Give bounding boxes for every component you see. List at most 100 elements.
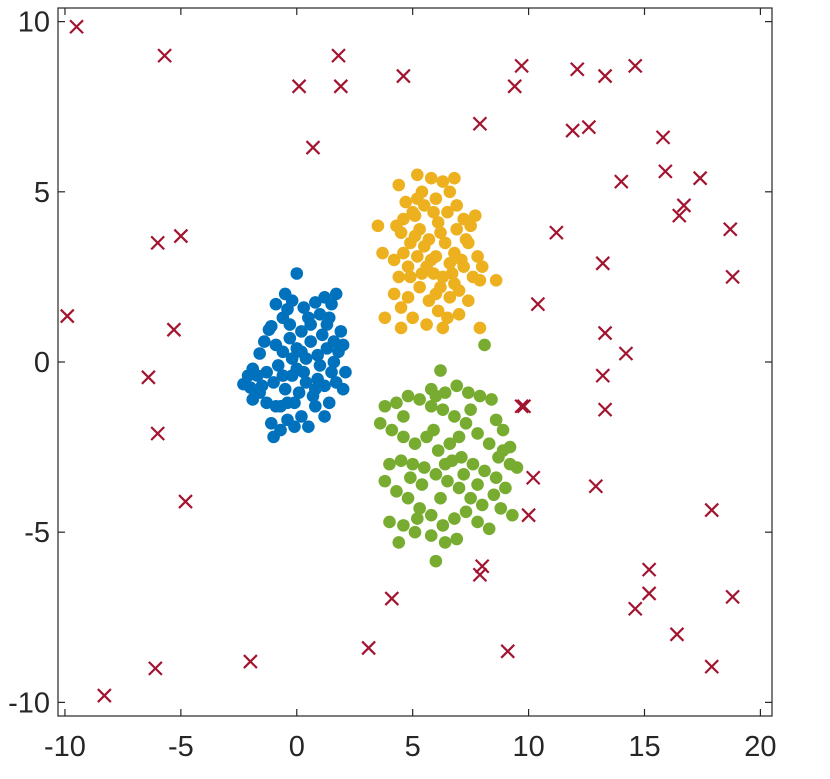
data-point — [473, 321, 487, 335]
data-point-x — [472, 567, 488, 583]
data-point — [466, 457, 480, 471]
data-point-x — [305, 140, 321, 155]
data-point — [489, 274, 503, 287]
data-point — [452, 481, 466, 495]
data-point-x — [614, 174, 629, 189]
data-point — [443, 437, 457, 450]
data-point — [304, 318, 317, 331]
data-point-x — [150, 426, 165, 441]
data-point — [329, 287, 343, 301]
data-point — [431, 444, 445, 457]
data-point-x — [166, 322, 182, 337]
data-point — [253, 347, 266, 360]
data-point-x — [597, 325, 613, 341]
data-point — [267, 430, 280, 444]
data-point — [390, 396, 403, 410]
y-tick-label: 10 — [18, 7, 50, 39]
data-point — [394, 454, 408, 468]
data-point — [448, 171, 461, 185]
data-point — [390, 219, 403, 233]
data-point — [420, 318, 433, 331]
axis-ticks — [58, 8, 772, 716]
data-point — [397, 410, 410, 423]
x-tick-label: -10 — [44, 731, 86, 763]
data-point-x — [157, 48, 172, 63]
data-point — [285, 352, 299, 365]
data-point-x — [597, 402, 613, 417]
data-point — [415, 478, 429, 491]
data-point — [415, 267, 429, 280]
x-tick-label: 10 — [512, 731, 544, 763]
x-tick-label: 0 — [289, 731, 305, 763]
y-tick-label: -5 — [24, 517, 50, 549]
data-point — [383, 457, 396, 471]
data-point — [424, 529, 438, 542]
x-tick-label: 15 — [628, 731, 660, 763]
data-point-x — [141, 370, 156, 385]
data-point-x — [595, 256, 611, 271]
data-point — [411, 192, 424, 205]
data-point — [392, 270, 406, 284]
data-point-x — [474, 558, 490, 574]
data-point — [482, 522, 496, 536]
data-point — [278, 287, 292, 301]
data-point-x — [676, 198, 692, 213]
data-point — [295, 410, 308, 423]
data-point — [436, 403, 450, 416]
data-point — [413, 280, 426, 294]
data-point — [485, 393, 498, 406]
data-point — [438, 536, 452, 549]
data-point — [464, 219, 477, 233]
data-point — [397, 519, 410, 532]
data-point-x — [595, 368, 611, 383]
data-point — [304, 335, 317, 348]
data-point — [417, 461, 431, 474]
data-point — [260, 396, 273, 410]
data-point — [383, 515, 396, 529]
data-point-x — [655, 130, 671, 145]
data-point — [295, 325, 308, 338]
data-point-x — [549, 225, 564, 240]
data-point — [401, 260, 415, 273]
data-point — [450, 222, 464, 236]
data-point — [269, 338, 283, 352]
data-point — [452, 308, 466, 321]
data-point — [436, 519, 450, 532]
x-tick-label: -5 — [168, 731, 194, 763]
data-point — [406, 311, 419, 325]
data-point — [297, 301, 311, 314]
data-point — [392, 178, 406, 192]
data-point — [462, 294, 475, 308]
data-point — [411, 512, 424, 525]
data-point — [487, 488, 501, 502]
data-point — [457, 468, 470, 481]
data-point — [506, 508, 519, 522]
data-point — [450, 379, 464, 393]
data-point — [334, 325, 348, 338]
data-point — [327, 355, 341, 369]
data-point — [499, 481, 512, 495]
data-point — [408, 525, 422, 539]
data-point — [473, 389, 487, 403]
data-point — [327, 335, 341, 348]
data-point — [406, 457, 419, 471]
y-tick-label: 0 — [34, 347, 50, 379]
data-point — [510, 461, 524, 474]
data-point — [436, 321, 450, 335]
data-point — [399, 195, 413, 209]
data-point — [434, 226, 447, 239]
data-point — [475, 498, 489, 512]
data-point — [401, 389, 415, 403]
data-point — [299, 376, 313, 389]
data-point — [475, 260, 489, 273]
data-point — [267, 376, 280, 389]
data-point-x — [597, 68, 613, 84]
data-point — [443, 256, 457, 270]
data-point — [295, 345, 308, 359]
data-point — [473, 274, 487, 287]
data-point — [401, 291, 415, 304]
data-point-x — [507, 79, 522, 94]
series-2 — [371, 168, 503, 335]
data-markers — [59, 19, 740, 703]
data-point — [496, 444, 510, 457]
